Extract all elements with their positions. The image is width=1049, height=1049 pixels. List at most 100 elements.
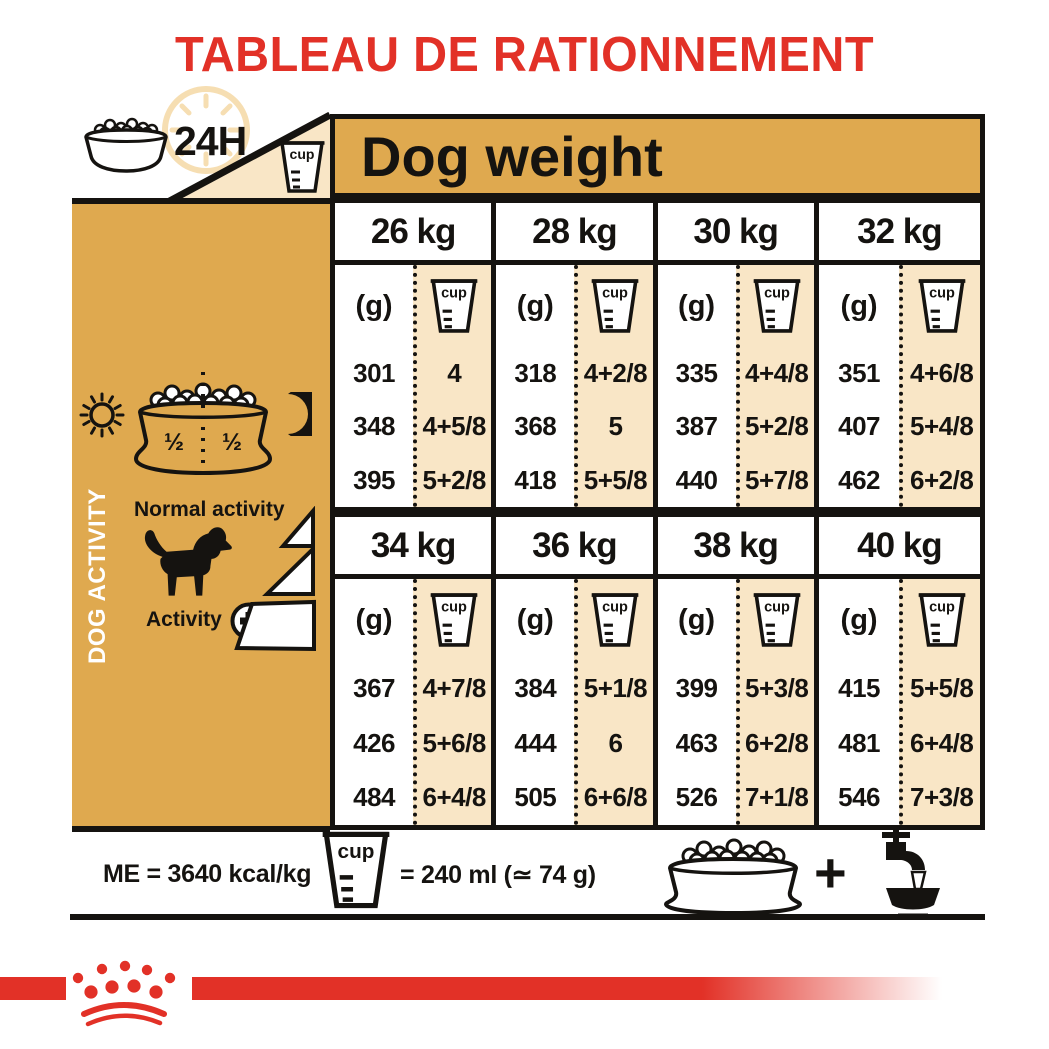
- weight-column: (g) 351 407 462 4+6/8 5+4/8 6+2/8: [819, 265, 980, 507]
- cups-value: 6+4/8: [910, 727, 974, 758]
- weight-header: 32 kg: [857, 211, 943, 251]
- half-half-bowl-icon: ½ ½: [133, 372, 273, 476]
- cup-equivalence-label: = 240 ml (≃ 74 g): [400, 861, 596, 889]
- weight-header-row: 34 kg 36 kg 38 kg 40 kg: [330, 512, 985, 574]
- weight-group-1: 26 kg 28 kg 30 kg 32 kg (g) 301 348 395 …: [330, 198, 985, 512]
- grams-unit-label: (g): [678, 289, 716, 322]
- weight-column: (g) 335 387 440 4+4/8 5+2/8 5+7/8: [658, 265, 819, 507]
- cups-value: 6+2/8: [745, 727, 809, 758]
- weight-column: (g) 367 426 484 4+7/8 5+6/8 6+4/8: [335, 579, 497, 825]
- grams-unit-label: (g): [678, 603, 716, 636]
- dog-weight-label: Dog weight: [361, 124, 663, 188]
- weight-header: 36 kg: [496, 517, 658, 574]
- dog-silhouette-icon: [144, 527, 232, 596]
- cups-value: 4+4/8: [745, 358, 809, 389]
- grams-value: 463: [675, 727, 718, 758]
- svg-text:½: ½: [222, 429, 242, 456]
- weight-body-row: (g) 367 426 484 4+7/8 5+6/8 6+4/8 (g) 38…: [330, 574, 985, 830]
- grams-value: 335: [675, 358, 718, 389]
- grams-value: 505: [514, 782, 557, 813]
- activity-level-triangles: [234, 506, 316, 652]
- cups-value: 5+4/8: [910, 411, 974, 442]
- cups-value: 5+7/8: [745, 464, 809, 495]
- 24h-label: 24H: [174, 118, 247, 164]
- red-band-left: [0, 977, 66, 1000]
- grams-value: 440: [675, 464, 718, 495]
- dog-weight-header: Dog weight: [330, 114, 985, 198]
- grams-subcolumn: (g) 318 368 418: [496, 265, 574, 507]
- cups-value: 5+1/8: [583, 672, 648, 703]
- grams-unit-label: (g): [840, 289, 878, 322]
- grams-value: 348: [353, 411, 395, 442]
- royal-canin-crown-logo: [72, 960, 176, 1027]
- grams-value: 399: [675, 672, 718, 703]
- cups-value: 6+2/8: [910, 464, 974, 495]
- weight-column: (g) 318 368 418 4+2/8 5 5+5/8: [496, 265, 658, 507]
- measuring-cup-icon: [430, 278, 478, 334]
- measuring-cup-icon: [279, 140, 325, 194]
- cups-value: 6+4/8: [422, 782, 487, 813]
- water-tap-icon: [882, 828, 940, 917]
- weight-header: 34 kg: [335, 517, 497, 574]
- grams-unit-label: (g): [355, 603, 393, 636]
- grams-unit-label: (g): [516, 289, 554, 322]
- grams-value: 418: [514, 464, 557, 495]
- weight-header-row: 26 kg 28 kg 30 kg 32 kg: [330, 198, 985, 260]
- grams-subcolumn: (g) 384 444 505: [496, 579, 574, 825]
- cups-subcolumn: 4+2/8 5 5+5/8: [574, 265, 653, 507]
- measuring-cup-icon: [918, 278, 966, 334]
- grams-subcolumn: (g) 367 426 484: [335, 579, 413, 825]
- cups-subcolumn: 4 4+5/8 5+2/8: [413, 265, 492, 507]
- weight-body-row: (g) 301 348 395 4 4+5/8 5+2/8 (g) 318 36…: [330, 260, 985, 512]
- measuring-cup-icon: [918, 592, 966, 648]
- measuring-cup-icon: [320, 830, 392, 910]
- weight-header: 26 kg: [335, 203, 497, 260]
- weight-column: (g) 415 481 546 5+5/8 6+4/8 7+3/8: [819, 579, 980, 825]
- cups-value: 7+1/8: [745, 782, 809, 813]
- me-kcal-label: ME = 3640 kcal/kg: [103, 860, 312, 888]
- dog-activity-sidebar: ½ ½ DOG ACTIVITY Normal activity Activit…: [72, 198, 330, 832]
- weight-header: 40 kg: [857, 525, 943, 565]
- grams-value: 395: [353, 464, 395, 495]
- weight-column: (g) 384 444 505 5+1/8 6 6+6/8: [496, 579, 658, 825]
- cups-value: 4+6/8: [910, 358, 974, 389]
- 24h-clock-icon: [162, 86, 250, 174]
- grams-subcolumn: (g) 415 481 546: [819, 579, 900, 825]
- grams-value: 368: [514, 411, 557, 442]
- cups-value: 5+2/8: [745, 411, 809, 442]
- cups-subcolumn: 5+5/8 6+4/8 7+3/8: [899, 579, 980, 825]
- grams-value: 407: [838, 411, 880, 442]
- measuring-cup-icon: [753, 592, 801, 648]
- grams-value: 526: [675, 782, 718, 813]
- grams-subcolumn: (g) 301 348 395: [335, 265, 413, 507]
- dog-activity-label: DOG ACTIVITY: [84, 488, 111, 665]
- grams-value: 426: [353, 727, 395, 758]
- grams-value: 387: [675, 411, 718, 442]
- measuring-cup-icon: [753, 278, 801, 334]
- weight-header: 28 kg: [496, 203, 658, 260]
- cups-subcolumn: 5+1/8 6 6+6/8: [574, 579, 653, 825]
- divider-line: [70, 914, 985, 920]
- grams-value: 546: [838, 782, 880, 813]
- weight-header: 38 kg: [658, 517, 819, 574]
- grams-subcolumn: (g) 399 463 526: [658, 579, 736, 825]
- grams-value: 481: [838, 727, 880, 758]
- cups-value: 5+2/8: [422, 464, 487, 495]
- measuring-cup-icon: [430, 592, 478, 648]
- weight-column: (g) 301 348 395 4 4+5/8 5+2/8: [335, 265, 497, 507]
- cups-value: 7+3/8: [910, 782, 974, 813]
- cups-value: 5+5/8: [910, 672, 974, 703]
- cups-value: 5+5/8: [583, 464, 648, 495]
- grams-value: 484: [353, 782, 395, 813]
- grams-value: 384: [514, 672, 557, 703]
- grams-value: 351: [838, 358, 880, 389]
- grams-value: 462: [838, 464, 880, 495]
- grams-value: 318: [514, 358, 557, 389]
- grams-unit-label: (g): [516, 603, 554, 636]
- kibble-bowl-icon: [84, 117, 168, 173]
- sun-icon: [79, 392, 125, 438]
- grams-subcolumn: (g) 335 387 440: [658, 265, 736, 507]
- measuring-cup-icon: [591, 592, 639, 648]
- cups-subcolumn: 5+3/8 6+2/8 7+1/8: [735, 579, 814, 825]
